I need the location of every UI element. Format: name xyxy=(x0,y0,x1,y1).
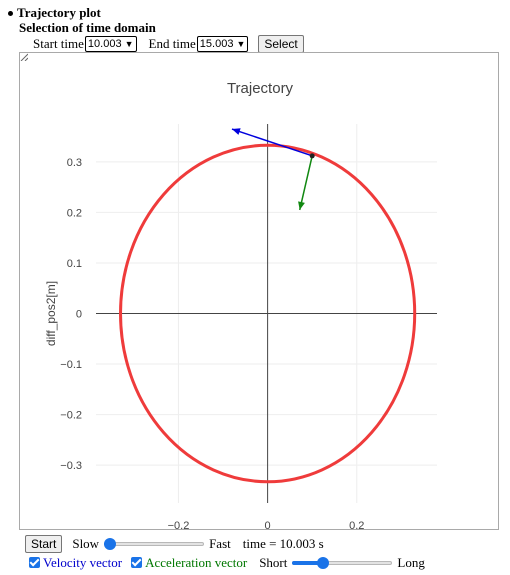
speed-slider[interactable] xyxy=(104,537,205,551)
slow-label: Slow xyxy=(72,535,100,551)
heading-text: Trajectory plot xyxy=(17,5,101,20)
start-button[interactable]: Start xyxy=(25,534,63,553)
acceleration-arrow xyxy=(298,155,313,211)
end-time-select[interactable]: 15.003 ▼ xyxy=(196,36,249,52)
trajectory-chart: −0.2 0 0.2 −0.3 −0.2 −0.1 0 0.1 0.2 0.3 Trajectory… xyxy=(44,80,437,529)
end-time-value: 15.003 xyxy=(199,38,234,50)
fast-label: Fast xyxy=(209,535,231,551)
velocity-label: Velocity vector xyxy=(43,554,123,570)
trajectory-plot[interactable]: −0.2 0 0.2 −0.3 −0.2 −0.1 0 0.1 0.2 0.3 Trajectory… xyxy=(19,52,499,530)
length-slider-fill xyxy=(292,560,323,565)
bullet-icon xyxy=(8,10,13,16)
x-tick-label: −0.2 xyxy=(168,520,190,529)
short-label: Short xyxy=(259,554,288,570)
velocity-arrow-head xyxy=(231,128,241,135)
chart-title: Trajectory xyxy=(227,80,294,97)
y-tick-label: 0.3 xyxy=(67,157,82,169)
chevron-down-icon: ▼ xyxy=(124,39,134,49)
playback-controls: Start Slow Fast time = 10.003 s xyxy=(25,534,324,553)
start-time-value: 10.003 xyxy=(87,38,122,50)
acceleration-arrow-head xyxy=(298,201,305,210)
vector-options: Velocity vector Acceleration vector Shor… xyxy=(29,554,425,571)
y-tick-label: 0.2 xyxy=(67,207,82,219)
time-domain-row: Start time 10.003 ▼ End time 15.003 ▼ Sele… xyxy=(33,35,304,53)
y-tick-label: 0 xyxy=(76,309,82,321)
start-time-label: Start time xyxy=(33,36,84,51)
y-axis-label: diff_pos2[m] xyxy=(44,281,58,346)
x-tick-label: 0.2 xyxy=(349,520,364,529)
start-time-select[interactable]: 10.003 ▼ xyxy=(84,36,137,52)
speed-slider-thumb[interactable] xyxy=(104,537,117,550)
y-tick-label: −0.1 xyxy=(60,359,82,371)
y-tick-label: −0.3 xyxy=(60,460,82,472)
y-tick-label: 0.1 xyxy=(67,258,82,270)
chevron-down-icon: ▼ xyxy=(236,39,246,49)
velocity-checkbox[interactable] xyxy=(29,557,40,568)
select-button[interactable]: Select xyxy=(258,35,304,53)
y-tick-label: −0.2 xyxy=(60,410,82,422)
speed-slider-track xyxy=(104,541,205,546)
x-tick-label: 0 xyxy=(265,520,271,529)
acceleration-checkbox[interactable] xyxy=(131,557,143,568)
acceleration-label: Acceleration vector xyxy=(145,554,248,570)
velocity-arrow xyxy=(231,128,313,157)
long-label: Long xyxy=(397,554,425,570)
time-readout: time = 10.003 s xyxy=(242,535,324,551)
end-time-label: End time xyxy=(148,36,196,51)
trajectory-plot-heading: Trajectory plot xyxy=(8,5,101,21)
trajectory-curve xyxy=(119,143,417,484)
length-slider-thumb[interactable] xyxy=(317,556,329,569)
time-domain-heading: Selection of time domain xyxy=(19,20,156,35)
resize-handle-icon[interactable] xyxy=(20,53,28,61)
vector-length-slider[interactable] xyxy=(292,556,393,570)
current-position-marker xyxy=(309,153,315,159)
